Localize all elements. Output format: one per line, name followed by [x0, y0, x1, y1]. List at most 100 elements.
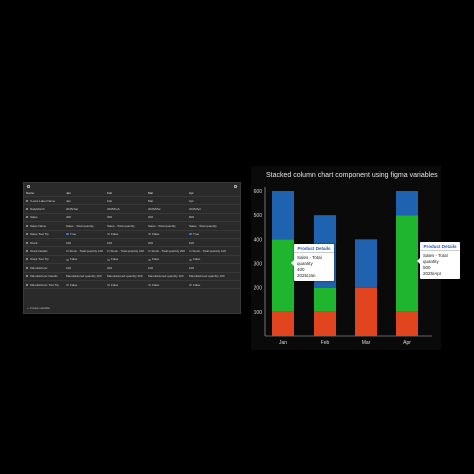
value-text: In Stock - Total quantity 100	[107, 249, 144, 254]
variable-name: X-axis Label Name	[26, 199, 66, 203]
value-cell[interactable]: 400	[66, 215, 107, 219]
value-text: False	[193, 257, 201, 262]
value-cell[interactable]: False	[189, 283, 230, 287]
value-cell[interactable]: In Stock - Total quantity 200	[148, 249, 189, 253]
value-cell[interactable]: 100	[66, 266, 107, 270]
table-row[interactable]: X-axis Label Name Jan Feb Mar Apr	[24, 197, 240, 206]
value-cell[interactable]: Sales - Total quantity	[107, 224, 148, 228]
value-cell[interactable]: 300	[107, 215, 148, 219]
value-cell[interactable]: False	[107, 283, 148, 287]
value-cell[interactable]: 200	[107, 266, 148, 270]
variable-name: DateMonth	[26, 207, 66, 211]
value-cell[interactable]: 200	[148, 241, 189, 245]
value-cell[interactable]: 2025/Mar	[148, 207, 189, 211]
variable-name-label: Sales Name	[30, 223, 47, 228]
table-row[interactable]: Stock Details In Stock - Total quantity 1…	[24, 247, 240, 256]
value-cell[interactable]: False	[107, 257, 148, 261]
value-cell[interactable]: Feb	[107, 199, 148, 203]
value-cell[interactable]: False	[66, 257, 107, 261]
table-row[interactable]: Stock Tool Tip False False False False	[24, 256, 240, 265]
value-cell[interactable]: False	[66, 283, 107, 287]
column-header: Apr	[189, 191, 194, 195]
variable-type-icon	[26, 241, 28, 244]
table-row[interactable]: Sales Tool Tip True False False True	[24, 231, 240, 239]
toggle-icon[interactable]	[66, 233, 69, 236]
toggle-icon[interactable]	[148, 283, 151, 286]
toggle-icon[interactable]	[107, 233, 110, 236]
value-cell[interactable]: In Stock - Total quantity 100	[107, 249, 148, 253]
toggle-icon[interactable]	[148, 258, 151, 261]
value-cell[interactable]: False	[148, 232, 189, 236]
toggle-icon[interactable]	[66, 258, 69, 261]
table-row[interactable]: Manufacturer Tool Tip False False False Fals…	[24, 281, 240, 290]
value-cell[interactable]: Apr	[189, 199, 230, 203]
toggle-icon[interactable]	[66, 283, 69, 286]
value-text: 200	[148, 240, 154, 245]
value-cell[interactable]: True	[66, 232, 107, 236]
toggle-icon[interactable]	[107, 283, 110, 286]
value-cell[interactable]: In Stock - Total quantity 100	[66, 249, 107, 253]
value-cell[interactable]: 500	[189, 215, 230, 219]
value-cell[interactable]: 2025/Apr	[189, 207, 230, 211]
value-cell[interactable]: False	[189, 257, 230, 261]
value-cell[interactable]: 100	[107, 241, 148, 245]
value-cell[interactable]: Mar	[148, 199, 189, 203]
table-header: Name Jan Feb Mar Apr	[24, 190, 240, 197]
value-text: Manufactured quantity 200	[107, 274, 143, 279]
value-cell[interactable]: False	[148, 257, 189, 261]
value-cell[interactable]: Manufactured quantity 100	[189, 274, 230, 278]
toggle-icon[interactable]	[189, 283, 192, 286]
tooltip-value: 500	[423, 265, 431, 270]
table-row[interactable]: Sales 400 300 200 500	[24, 214, 240, 223]
value-cell[interactable]: Jan	[66, 199, 107, 203]
table-row[interactable]: Stock 100 100 200 100	[24, 239, 240, 248]
value-text: In Stock - Total quantity 200	[148, 249, 185, 254]
value-cell[interactable]: Manufactured quantity 100	[66, 274, 107, 278]
variable-name-label: Stock	[30, 240, 38, 245]
value-cell[interactable]: Sales - Total quantity	[148, 224, 189, 228]
create-variable-button[interactable]: + Create variable	[27, 306, 50, 310]
toggle-icon[interactable]	[148, 233, 151, 236]
tooltip-date: 2025/Apr	[423, 271, 442, 276]
value-cell[interactable]: 2025/Jan	[66, 207, 107, 211]
value-cell[interactable]: Manufactured quantity 100	[148, 274, 189, 278]
tooltip-date: 2025/Jan	[297, 273, 316, 278]
variable-name: Manufacturer	[26, 266, 66, 270]
toggle-icon[interactable]	[107, 258, 110, 261]
table-row[interactable]: Sales Name Sales - Total quantity Sales - …	[24, 222, 240, 231]
value-text: True	[193, 232, 200, 237]
value-cell[interactable]: 200	[148, 215, 189, 219]
table-row[interactable]: Manufacturer 100 200 100 100	[24, 264, 240, 273]
y-tick-label: 200	[254, 286, 263, 292]
toggle-icon[interactable]	[189, 258, 192, 261]
value-cell[interactable]: 100	[66, 241, 107, 245]
toggle-icon[interactable]	[189, 233, 192, 236]
value-cell[interactable]: 100	[148, 266, 189, 270]
value-text: Sales - Total quantity	[66, 223, 94, 228]
variables-table: Name Jan Feb Mar Apr X-axis Label Name Jan Feb M…	[24, 190, 240, 290]
value-cell[interactable]: 100	[189, 266, 230, 270]
value-cell[interactable]: In Stock - Total quantity 100	[189, 249, 230, 253]
value-cell[interactable]: 100	[189, 241, 230, 245]
bar-segment	[396, 215, 418, 312]
value-text: 100	[107, 240, 113, 245]
value-text: Manufactured quantity 100	[148, 274, 184, 279]
table-row[interactable]: Manufacturer Details Manufactured quantit…	[24, 273, 240, 281]
value-text: False	[70, 257, 78, 262]
column-header: Mar	[148, 191, 154, 195]
variable-name-label: Stock Tool Tip	[30, 257, 49, 262]
value-cell[interactable]: True	[189, 232, 230, 236]
column-header: Name	[26, 191, 35, 195]
value-cell[interactable]: Manufactured quantity 200	[107, 274, 148, 278]
value-text: Feb	[107, 198, 113, 203]
collection-icon[interactable]	[27, 185, 30, 188]
close-icon[interactable]	[234, 185, 237, 188]
value-cell[interactable]: False	[107, 232, 148, 236]
variable-type-icon	[26, 216, 28, 219]
value-cell[interactable]: 2025/Feb	[107, 207, 148, 211]
table-row[interactable]: DateMonth 2025/Jan 2025/Feb 2025/Mar 2025/Ap…	[24, 205, 240, 214]
tooltip-title: Product Details	[420, 242, 460, 251]
value-cell[interactable]: False	[148, 283, 189, 287]
value-cell[interactable]: Sales - Total quantity	[66, 224, 107, 228]
value-cell[interactable]: Sales - Total quantity	[189, 224, 230, 228]
